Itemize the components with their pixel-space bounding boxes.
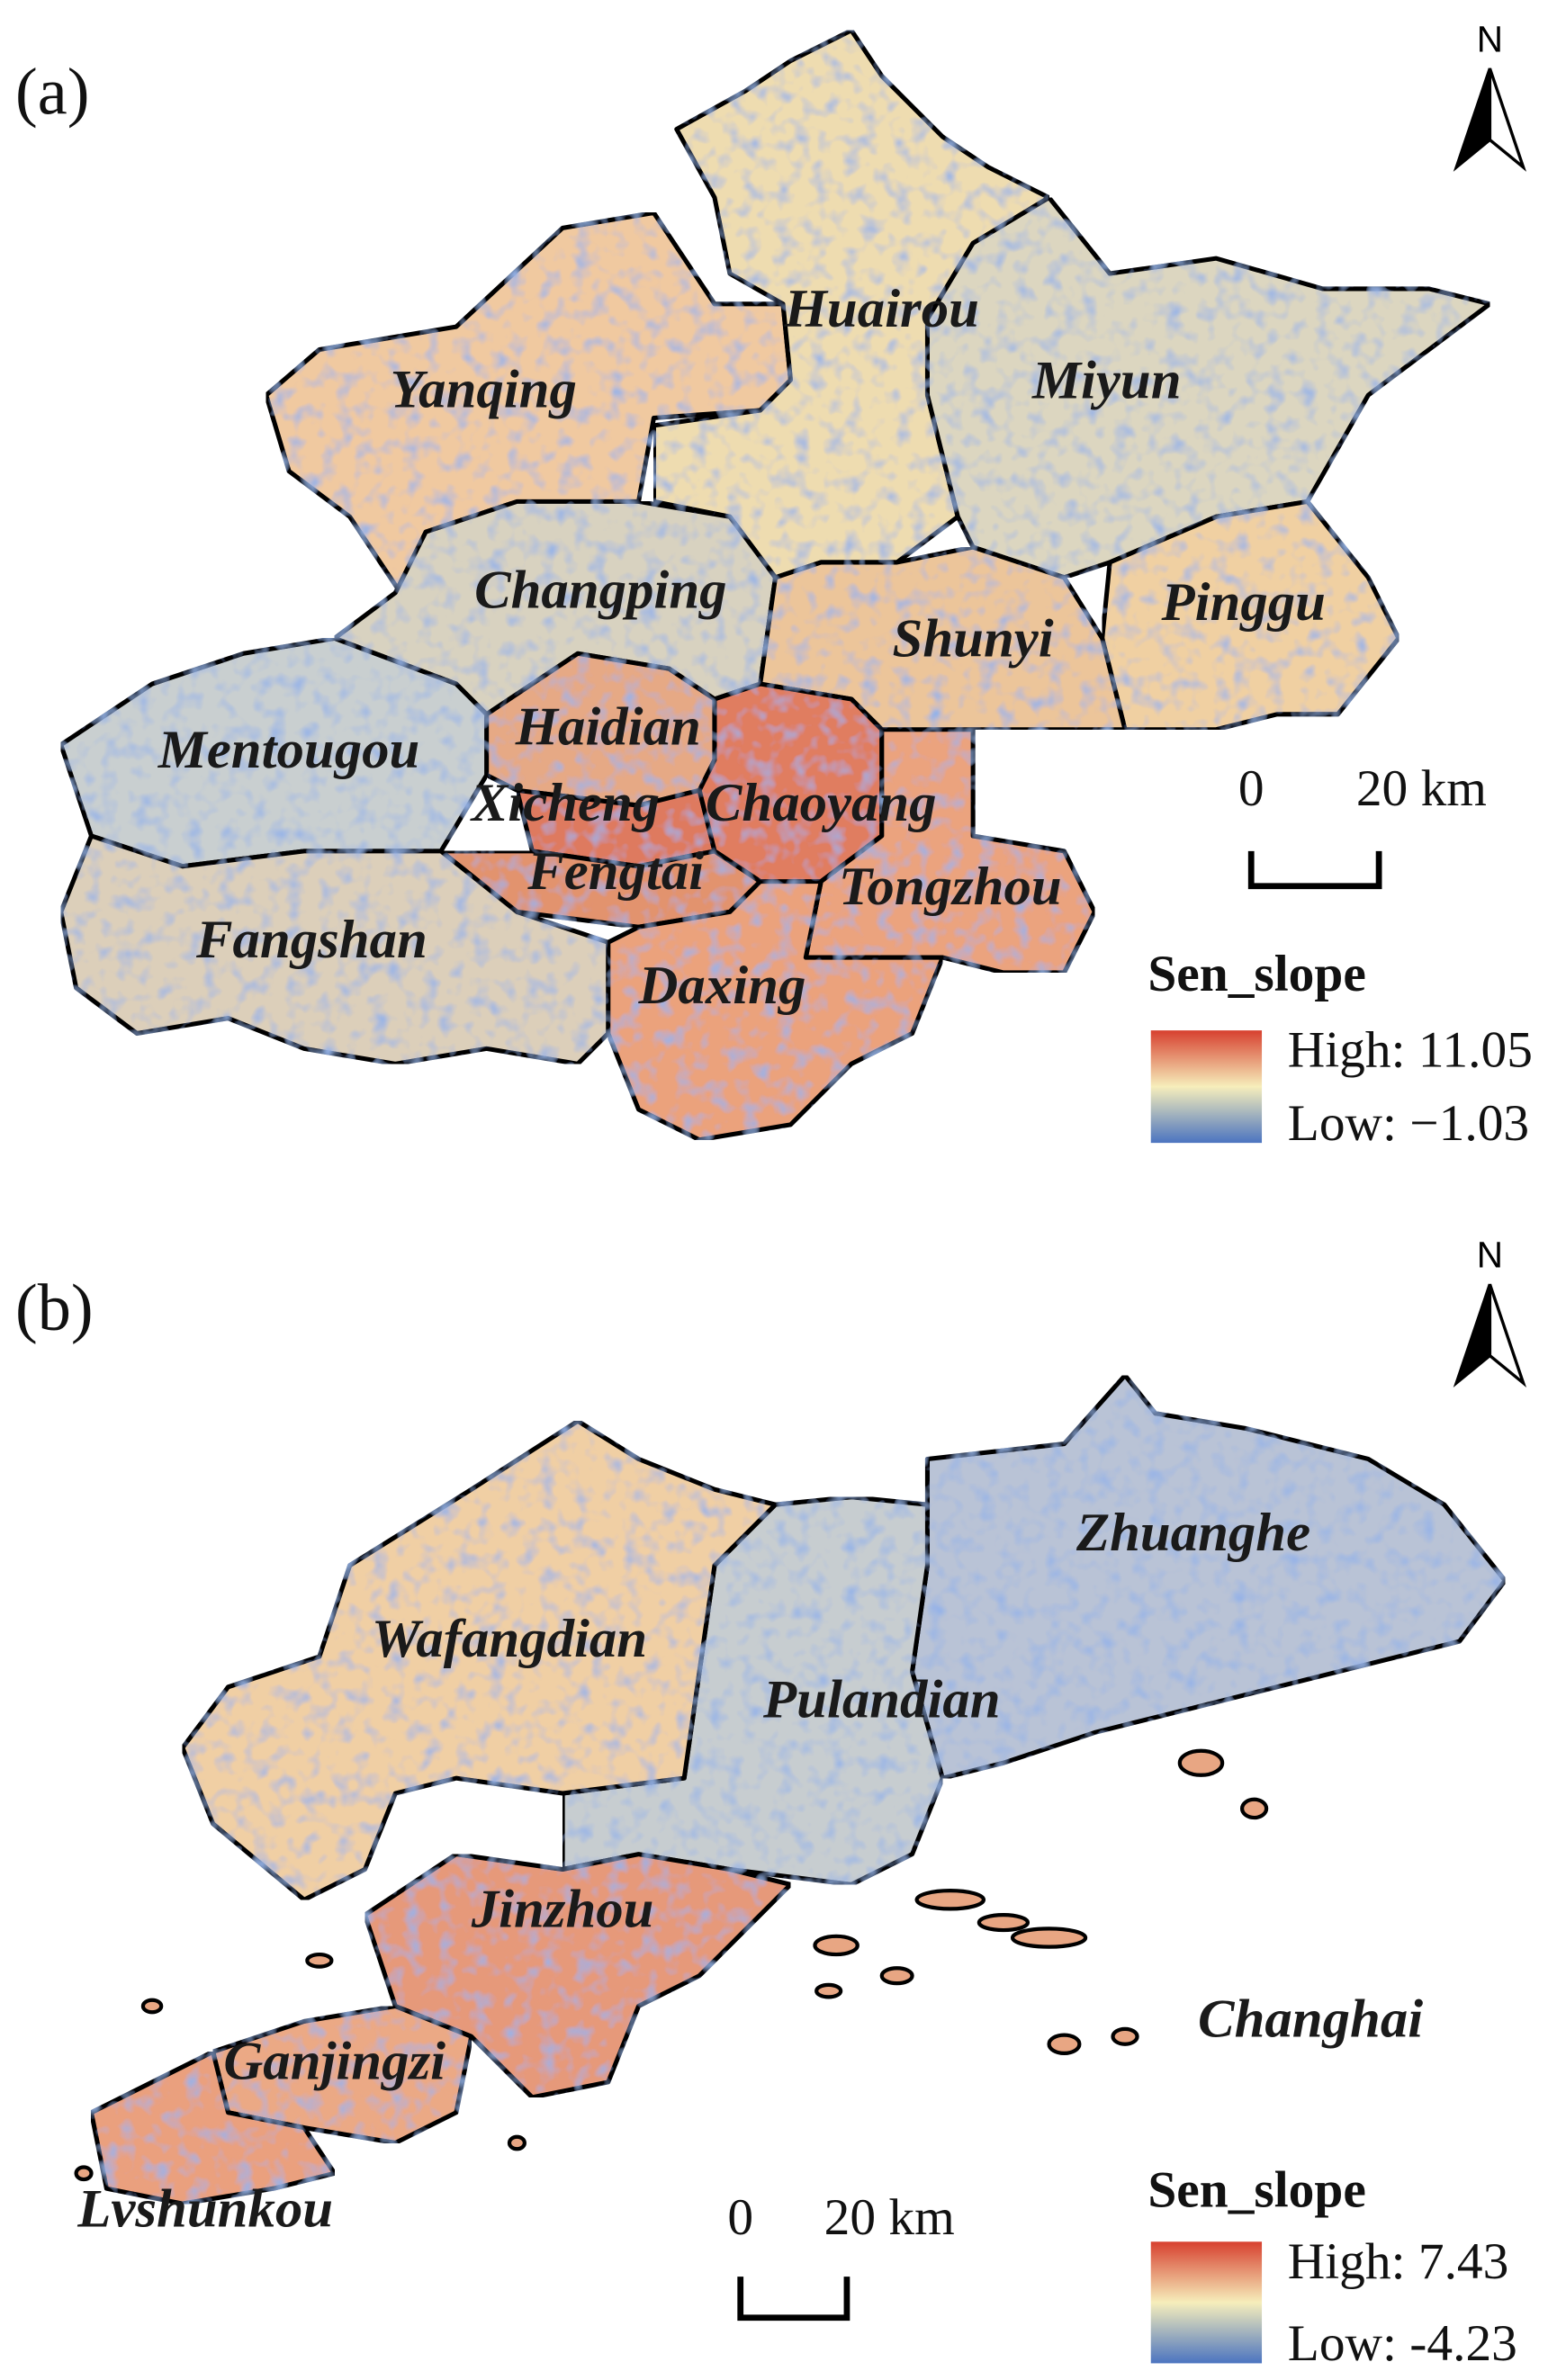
north-arrow [1488,67,1527,172]
district-label: Miyun [1031,351,1182,411]
island [914,1889,986,1911]
legend-high: High: 11.05 [1288,1022,1533,1079]
map-layer: (a) N Yanqing Huairou Miyun Changping Pinggu Sh… [15,18,1533,2372]
district-label: Haidian [515,697,701,758]
island [1047,2033,1082,2055]
district-label: Huairou [784,279,979,339]
north-label: N [1477,18,1503,59]
district-label: Changhai [1198,1989,1423,2049]
scale-bar [737,2277,850,2322]
district-label: Pinggu [1161,572,1326,633]
north-arrow [1453,1283,1492,1388]
district-area [651,28,1052,580]
island [305,1952,334,1969]
scale-end: 20 km [824,2189,955,2246]
island [1010,1926,1088,1949]
district-label: Fengtai [526,841,704,902]
scale-start: 0 [1238,760,1264,817]
district-label: Pulandian [762,1670,1001,1730]
district-area [606,879,945,1143]
district-label: Lvshunkou [76,2178,333,2239]
district-label: Chaoyang [706,773,937,833]
legend-title: Sen_slope [1148,2161,1365,2218]
district-label: Daxing [638,956,806,1016]
district-area [58,833,611,1066]
district-label: Zhuanghe [1076,1503,1310,1563]
district-area [88,2049,338,2206]
district-label: Fangshan [195,910,428,970]
island [813,1934,860,1957]
district-label: Ganjingzi [223,2032,446,2092]
district-label: Wafangdian [372,1609,647,1669]
district-label: Changping [474,561,726,621]
district-area [180,1418,778,1902]
legend-ramp [1150,1030,1263,1144]
legend-low: Low: -4.23 [1288,2315,1517,2372]
island [814,1982,843,1999]
island [1177,1748,1225,1777]
panel-label: (b) [15,1271,94,1345]
legend-high: High: 7.43 [1288,2233,1509,2290]
district-label: Jinzhou [471,1880,654,1940]
island [140,1998,164,2015]
north-arrow [1488,1283,1527,1388]
scale-end: 20 km [1356,760,1487,817]
island [74,2165,94,2182]
legend-title: Sen_slope [1148,946,1365,1002]
district-label: Yanqing [391,360,577,420]
district-label: Mentougou [158,720,420,780]
scale-start: 0 [727,2189,753,2246]
island [1239,1797,1269,1820]
panel-label: (a) [15,56,89,130]
district-label: Xicheng [470,773,660,833]
island [507,2134,526,2151]
island [879,1966,914,1986]
district-label: Shunyi [893,609,1054,669]
island [1111,2026,1139,2046]
district-area [803,727,1097,975]
north-label: N [1477,1235,1503,1276]
legend-ramp [1150,2241,1263,2364]
scale-bar [1247,850,1382,890]
district-label: Tongzhou [839,857,1062,917]
district-area [910,1373,1508,1781]
island [976,1913,1030,1933]
north-arrow [1453,67,1492,172]
legend-low: Low: −1.03 [1288,1095,1529,1152]
